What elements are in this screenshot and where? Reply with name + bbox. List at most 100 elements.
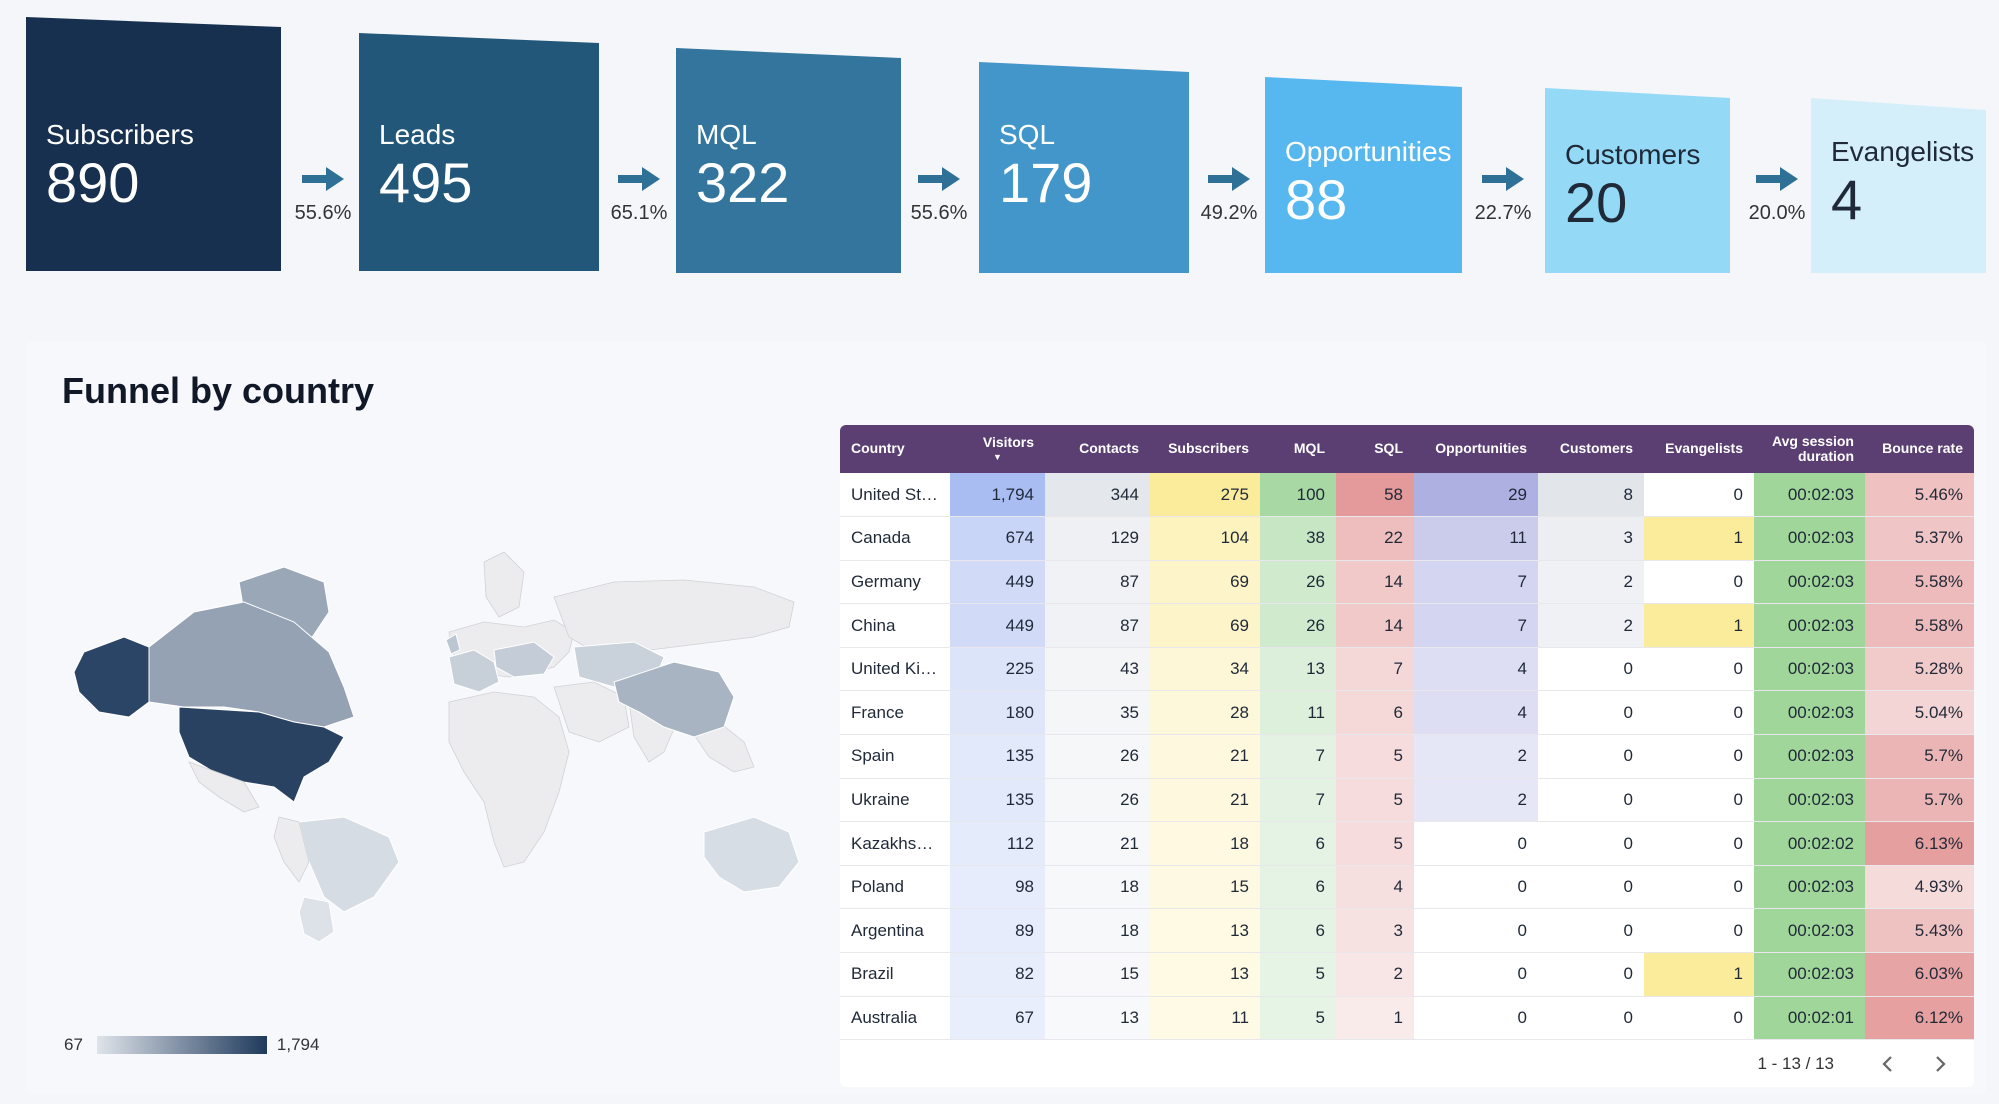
funnel-stage-evangelists[interactable]: Evangelists 4 [1811, 98, 1986, 273]
table-cell-subscribers: 13 [1150, 908, 1260, 953]
map-usa [178, 706, 345, 803]
country-table: Country Visitors ▼ Contacts Subscribers MQL SQ… [840, 425, 1974, 1087]
table-cell-evangelists: 0 [1644, 647, 1754, 691]
table-cell-bounce-rate: 6.13% [1865, 821, 1974, 866]
funnel-stage-subscribers[interactable]: Subscribers 890 [26, 17, 281, 271]
table-cell-evangelists: 0 [1644, 473, 1754, 517]
funnel-stage-mql[interactable]: MQL 322 [676, 48, 901, 273]
column-header-label: Country [851, 440, 905, 457]
table-cell-country: Kazakhs… [851, 833, 934, 853]
table-cell-evangelists: 1 [1644, 516, 1754, 561]
chevron-left-icon[interactable] [1876, 1052, 1900, 1076]
table-cell-avg-session-duration: 00:02:03 [1754, 603, 1865, 648]
funnel-stage-text: Evangelists 4 [1831, 136, 1974, 232]
column-header-bounce-rate[interactable]: Bounce rate [1865, 425, 1974, 473]
map-argentina [298, 896, 335, 943]
table-cell-sql: 22 [1336, 516, 1414, 561]
table-cell-opportunities: 0 [1414, 865, 1538, 909]
chevron-right-icon[interactable] [1928, 1052, 1952, 1076]
table-row[interactable]: Poland 98 18 15 6 4 0 0 0 00:02:03 4.93% [840, 865, 1974, 909]
table-row[interactable]: Brazil 82 15 13 5 2 0 0 1 00:02:03 6.03% [840, 952, 1974, 997]
funnel-stage-customers[interactable]: Customers 20 [1545, 88, 1730, 273]
table-cell-contacts: 129 [1045, 516, 1150, 561]
table-cell-opportunities: 0 [1414, 908, 1538, 953]
table-cell-subscribers: 275 [1150, 473, 1260, 517]
table-cell-subscribers: 11 [1150, 996, 1260, 1040]
table-cell-opportunities: 7 [1414, 603, 1538, 648]
table-row[interactable]: France 180 35 28 11 6 4 0 0 00:02:03 5.04% [840, 690, 1974, 735]
table-cell-opportunities: 2 [1414, 734, 1538, 779]
table-row[interactable]: United Ki… 225 43 34 13 7 4 0 0 00:02:03 5.28% [840, 647, 1974, 691]
table-cell-sql: 2 [1336, 952, 1414, 997]
table-cell-contacts: 18 [1045, 908, 1150, 953]
table-cell-visitors: 135 [950, 734, 1045, 779]
table-cell-customers: 2 [1538, 603, 1644, 648]
table-cell-customers: 0 [1538, 734, 1644, 779]
table-row[interactable]: Argentina 89 18 13 6 3 0 0 0 00:02:03 5.43% [840, 908, 1974, 953]
column-header-customers[interactable]: Customers [1538, 425, 1644, 473]
table-cell-customers: 0 [1538, 908, 1644, 953]
table-row[interactable]: Germany 449 87 69 26 14 7 2 0 00:02:03 5.58% [840, 560, 1974, 604]
column-header-country[interactable]: Country [840, 425, 950, 473]
map-scandinavia [483, 551, 525, 618]
table-cell-contacts: 344 [1045, 473, 1150, 517]
table-cell-country: Brazil [851, 964, 894, 984]
conversion-rate-label: 55.6% [910, 202, 968, 224]
table-cell-subscribers: 21 [1150, 778, 1260, 822]
column-header-visitors[interactable]: Visitors ▼ [950, 425, 1045, 473]
table-cell-contacts: 35 [1045, 690, 1150, 735]
column-header-subscribers[interactable]: Subscribers [1150, 425, 1260, 473]
table-cell-customers: 0 [1538, 821, 1644, 866]
table-cell-visitors: 67 [950, 996, 1045, 1040]
map-uk [445, 633, 461, 655]
table-row[interactable]: Australia 67 13 11 5 1 0 0 0 00:02:01 6.12% [840, 996, 1974, 1040]
map-africa [448, 691, 570, 868]
table-row[interactable]: Canada 674 129 104 38 22 11 3 1 00:02:03 5.37% [840, 516, 1974, 561]
table-cell-sql: 5 [1336, 734, 1414, 779]
table-row[interactable]: Spain 135 26 21 7 5 2 0 0 00:02:03 5.7% [840, 734, 1974, 779]
table-cell-sql: 5 [1336, 778, 1414, 822]
table-row[interactable]: China 449 87 69 26 14 7 2 1 00:02:03 5.58% [840, 603, 1974, 648]
funnel-stage-opportunities[interactable]: Opportunities 88 [1265, 77, 1462, 273]
funnel-stage-leads[interactable]: Leads 495 [359, 33, 599, 271]
column-header-opportunities[interactable]: Opportunities [1414, 425, 1538, 473]
funnel-stage-value: 322 [696, 150, 790, 214]
table-cell-mql: 26 [1260, 560, 1336, 604]
conversion-rate-4: 49.2% [1190, 166, 1268, 225]
table-cell-customers: 0 [1538, 647, 1644, 691]
table-cell-customers: 3 [1538, 516, 1644, 561]
table-cell-contacts: 21 [1045, 821, 1150, 866]
table-cell-avg-session-duration: 00:02:03 [1754, 516, 1865, 561]
column-header-avg-session-duration[interactable]: Avg session duration [1754, 425, 1865, 473]
column-header-evangelists[interactable]: Evangelists [1644, 425, 1754, 473]
table-cell-contacts: 26 [1045, 734, 1150, 779]
column-header-sql[interactable]: SQL [1336, 425, 1414, 473]
funnel-stage-sql[interactable]: SQL 179 [979, 62, 1189, 273]
table-cell-evangelists: 0 [1644, 734, 1754, 779]
table-header-row: Country Visitors ▼ Contacts Subscribers MQL SQ… [840, 425, 1974, 473]
table-cell-bounce-rate: 5.28% [1865, 647, 1974, 691]
column-header-contacts[interactable]: Contacts [1045, 425, 1150, 473]
column-header-label: Avg session duration [1772, 432, 1854, 464]
funnel-stage-text: Opportunities 88 [1285, 136, 1452, 232]
table-cell-contacts: 18 [1045, 865, 1150, 909]
table-cell-customers: 0 [1538, 865, 1644, 909]
table-cell-country: Ukraine [851, 789, 910, 809]
table-row[interactable]: Ukraine 135 26 21 7 5 2 0 0 00:02:03 5.7% [840, 778, 1974, 822]
conversion-rate-label: 55.6% [294, 202, 352, 224]
table-cell-opportunities: 4 [1414, 690, 1538, 735]
table-cell-visitors: 82 [950, 952, 1045, 997]
table-cell-subscribers: 13 [1150, 952, 1260, 997]
column-header-label: Subscribers [1168, 440, 1249, 457]
table-cell-visitors: 225 [950, 647, 1045, 691]
table-row[interactable]: United St… 1,794 344 275 100 58 29 8 0 00:02:03 5.… [840, 473, 1974, 517]
column-header-mql[interactable]: MQL [1260, 425, 1336, 473]
table-cell-customers: 0 [1538, 996, 1644, 1040]
legend-gradient-bar [96, 1036, 267, 1054]
table-cell-contacts: 87 [1045, 560, 1150, 604]
world-map[interactable] [54, 502, 824, 943]
table-row[interactable]: Kazakhs… 112 21 18 6 5 0 0 0 00:02:02 6.13% [840, 821, 1974, 866]
table-cell-contacts: 87 [1045, 603, 1150, 648]
table-cell-customers: 0 [1538, 778, 1644, 822]
world-map-svg [73, 551, 800, 943]
